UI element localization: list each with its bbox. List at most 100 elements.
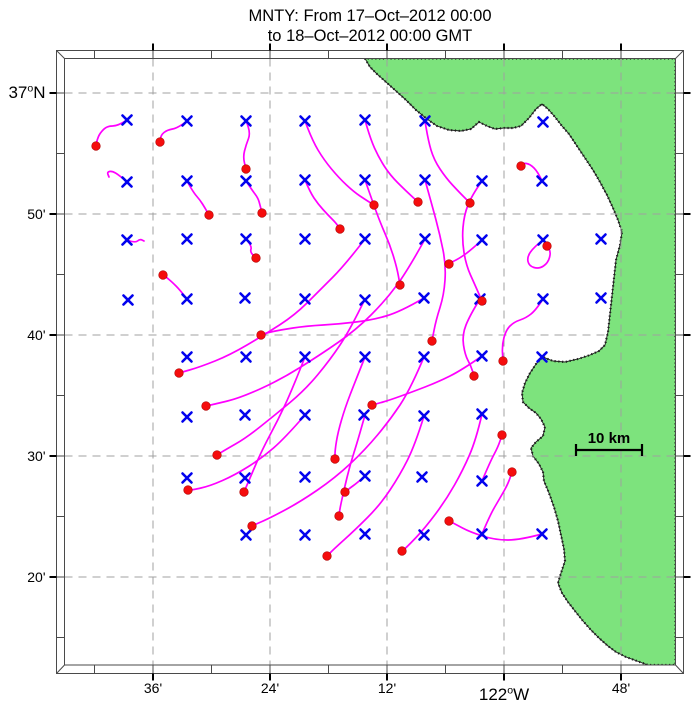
trajectory-end-dot [247,521,257,531]
x-axis-label: 48' [612,680,630,696]
y-axis-label: 40' [27,327,45,343]
trajectory-end-dot [155,137,165,147]
grid-point-x-marker [536,528,548,540]
trajectory-line [186,180,210,216]
figure-title-line1: MNTY: From 17–Oct–2012 00:00 [248,7,492,25]
trajectory-end-dot [256,330,266,340]
grid-point-x-marker [239,409,251,421]
grid-point-x-marker [181,411,193,423]
grid-point-x-marker [536,175,548,187]
trajectory-line [251,356,425,527]
trajectory-end-dot [369,200,379,210]
grid-point-x-marker [239,472,251,484]
grid-point-x-marker [418,410,430,422]
trajectory-line [243,356,306,493]
frame-inner [64,58,676,666]
grid-point-x-marker [122,294,134,306]
grid-point-x-marker [299,115,311,127]
grid-point-x-marker [359,351,371,363]
frame-corner-bevel [675,50,684,59]
trajectory-line [448,520,543,541]
trajectory-end-dot [397,546,407,556]
grid-point-x-marker [239,292,251,304]
trajectory-line [481,471,513,535]
trajectory-line [205,238,426,407]
trajectory-end-dot [204,210,214,220]
trajectory-line [364,179,401,286]
trajectory-end-dot [239,487,249,497]
grid-point-x-marker [418,529,430,541]
frame-outer [56,50,684,674]
grid-point-x-marker [181,351,193,363]
trajectory-end-dot [477,296,487,306]
trajectory-end-dot [174,368,184,378]
trajectory-end-dot [335,224,345,234]
trajectory-line [304,120,375,206]
grid-point-x-marker [121,114,133,126]
grid-point-x-marker [181,175,193,187]
grid-point-x-marker [476,350,488,362]
grid-point-x-marker [359,528,371,540]
x-axis-label: 12' [378,680,396,696]
trajectory-end-dot [251,253,261,263]
grid-point-x-marker [121,234,133,246]
trajectory-end-dot [465,198,475,208]
grid-point-x-marker [181,115,193,127]
scale-bar-label: 10 km [588,430,631,447]
trajectory-line [260,297,425,336]
trajectory-end-dot [91,141,101,151]
trajectory-end-dot [498,356,508,366]
grid-point-x-marker [240,115,252,127]
trajectory-end-dot [516,161,526,171]
frame-corner-bevel [675,664,684,674]
trajectory-end-dot [444,516,454,526]
grid-point-x-marker [240,233,252,245]
trajectory-line [424,179,447,342]
grid-point-x-marker [181,472,193,484]
grid-point-x-marker [240,529,252,541]
trajectory-line [242,120,251,170]
grid-point-x-marker [595,292,607,304]
grid-point-x-marker [359,470,371,482]
trajectory-end-dot [497,430,507,440]
grid-point-x-marker [299,409,311,421]
trajectory-line [338,414,366,517]
y-axis-label: 50' [27,206,45,222]
trajectory-end-dot [413,197,423,207]
grid-point-x-marker [299,471,311,483]
trajectory-line [481,434,503,482]
y-axis-label: 30' [27,448,45,464]
trajectory-line [326,415,425,557]
grid-point-x-marker [299,293,311,305]
trajectory-line [106,170,128,183]
trajectory-end-dot [322,551,332,561]
trajectory-end-dot [444,259,454,269]
trajectory-end-dot [507,467,517,477]
grid-point-x-marker [536,351,548,363]
grid-point-x-marker [537,293,549,305]
trajectory-line [245,180,263,214]
grid-point-x-marker [121,176,133,188]
figure-title-line2: to 18–Oct–2012 00:00 GMT [267,27,473,45]
trajectory-end-dot [241,164,251,174]
grid-point-x-marker [359,294,371,306]
grid-point-x-marker [418,351,430,363]
trajectory-line [216,298,366,456]
coastline [364,58,676,665]
y-axis-label: 20' [27,569,45,585]
trajectory-end-dot [395,280,405,290]
trajectory-line [126,238,145,243]
trajectory-line [95,119,128,147]
trajectory-line [371,355,483,406]
trajectory-line [526,239,551,269]
grid-point-x-marker [181,293,193,305]
grid-point-x-marker [299,174,311,186]
trajectory-line [401,413,483,552]
trajectory-line [187,414,306,491]
grid-point-x-marker [240,175,252,187]
grid-point-x-marker [359,174,371,186]
grid-point-x-marker [476,234,488,246]
grid-point-x-marker [595,233,607,245]
